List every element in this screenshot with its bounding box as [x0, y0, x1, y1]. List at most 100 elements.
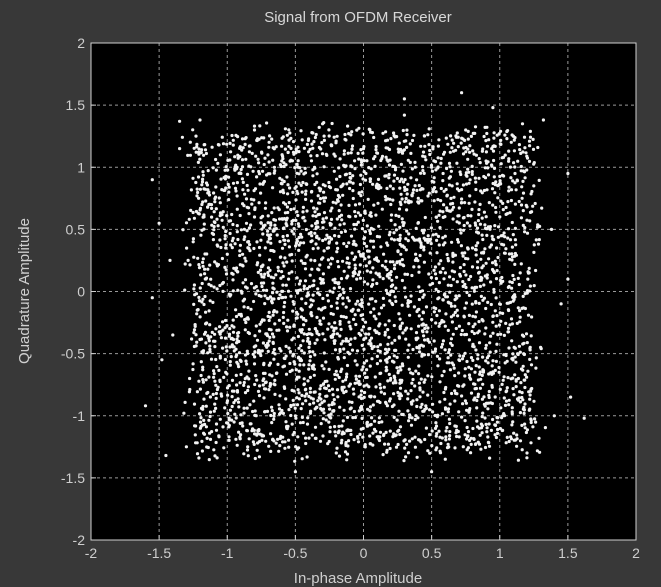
data-point — [230, 271, 234, 275]
data-point — [463, 333, 467, 337]
data-point — [370, 131, 374, 135]
data-point — [377, 224, 381, 228]
data-point — [389, 218, 393, 222]
data-point — [395, 366, 399, 370]
data-point — [262, 275, 266, 279]
data-point — [198, 420, 203, 424]
data-point — [394, 286, 398, 290]
data-point — [326, 246, 331, 250]
data-point — [413, 417, 417, 422]
data-point — [207, 418, 211, 422]
data-point — [417, 270, 421, 274]
data-point — [192, 302, 196, 306]
data-point — [398, 397, 402, 401]
data-point — [281, 440, 285, 444]
data-point — [301, 205, 305, 209]
data-point — [377, 416, 381, 420]
data-point — [192, 283, 196, 287]
data-point — [433, 347, 438, 351]
data-point — [295, 210, 299, 214]
data-point — [385, 368, 389, 372]
data-point — [374, 299, 378, 303]
data-point — [349, 151, 353, 155]
data-point — [409, 371, 413, 375]
data-point — [313, 353, 317, 357]
data-point — [472, 331, 476, 336]
data-point — [420, 352, 424, 356]
data-point — [447, 301, 451, 305]
data-point — [443, 234, 447, 238]
data-point — [353, 203, 358, 207]
data-point — [484, 343, 488, 347]
data-point — [356, 211, 360, 215]
data-point — [393, 135, 397, 139]
data-point — [449, 304, 454, 308]
data-point — [230, 246, 234, 250]
data-point — [307, 150, 311, 154]
data-point — [191, 240, 195, 244]
data-point — [486, 173, 491, 177]
data-point — [206, 390, 210, 395]
data-point — [493, 433, 497, 437]
data-point — [505, 386, 509, 390]
data-point — [212, 228, 216, 232]
data-point — [385, 158, 389, 162]
data-point — [319, 147, 323, 151]
data-point — [249, 197, 253, 201]
data-point — [350, 348, 355, 352]
data-point — [238, 435, 242, 439]
data-point — [262, 363, 266, 367]
data-point — [269, 241, 273, 245]
data-point — [259, 238, 263, 242]
data-point — [242, 237, 246, 242]
data-point — [432, 268, 436, 272]
data-point — [222, 446, 226, 450]
data-point — [491, 359, 495, 363]
data-point — [370, 297, 374, 301]
data-point — [281, 157, 285, 161]
data-point — [455, 182, 459, 186]
data-point — [406, 304, 410, 308]
data-point — [481, 237, 485, 242]
data-point — [504, 441, 508, 445]
data-point — [233, 186, 238, 190]
data-point — [296, 334, 300, 339]
data-point — [265, 409, 270, 413]
data-point — [297, 172, 301, 176]
data-point — [185, 246, 189, 250]
data-point — [473, 131, 477, 135]
data-point — [287, 144, 291, 148]
data-point — [443, 397, 447, 401]
data-point — [338, 157, 342, 161]
data-point — [298, 279, 302, 283]
data-point — [396, 147, 400, 151]
data-point — [520, 185, 524, 189]
data-point — [143, 404, 148, 408]
data-point — [426, 133, 430, 137]
data-point — [358, 253, 363, 257]
data-point — [316, 291, 320, 295]
data-point — [406, 158, 410, 162]
data-point — [278, 163, 282, 167]
data-point — [249, 165, 253, 169]
data-point — [246, 385, 250, 389]
data-point — [398, 386, 403, 390]
data-point — [398, 233, 402, 237]
data-point — [375, 399, 380, 403]
data-point — [467, 181, 471, 185]
data-point — [327, 241, 331, 245]
data-point — [345, 256, 349, 260]
data-point — [338, 223, 342, 227]
data-point — [476, 425, 480, 429]
data-point — [303, 166, 307, 170]
data-point — [345, 372, 349, 376]
data-point — [258, 268, 263, 272]
data-point — [429, 242, 433, 246]
data-point — [201, 177, 205, 181]
data-point — [494, 180, 498, 184]
data-point — [331, 312, 335, 316]
data-point — [157, 221, 161, 225]
data-point — [343, 229, 347, 233]
data-point — [387, 163, 392, 167]
